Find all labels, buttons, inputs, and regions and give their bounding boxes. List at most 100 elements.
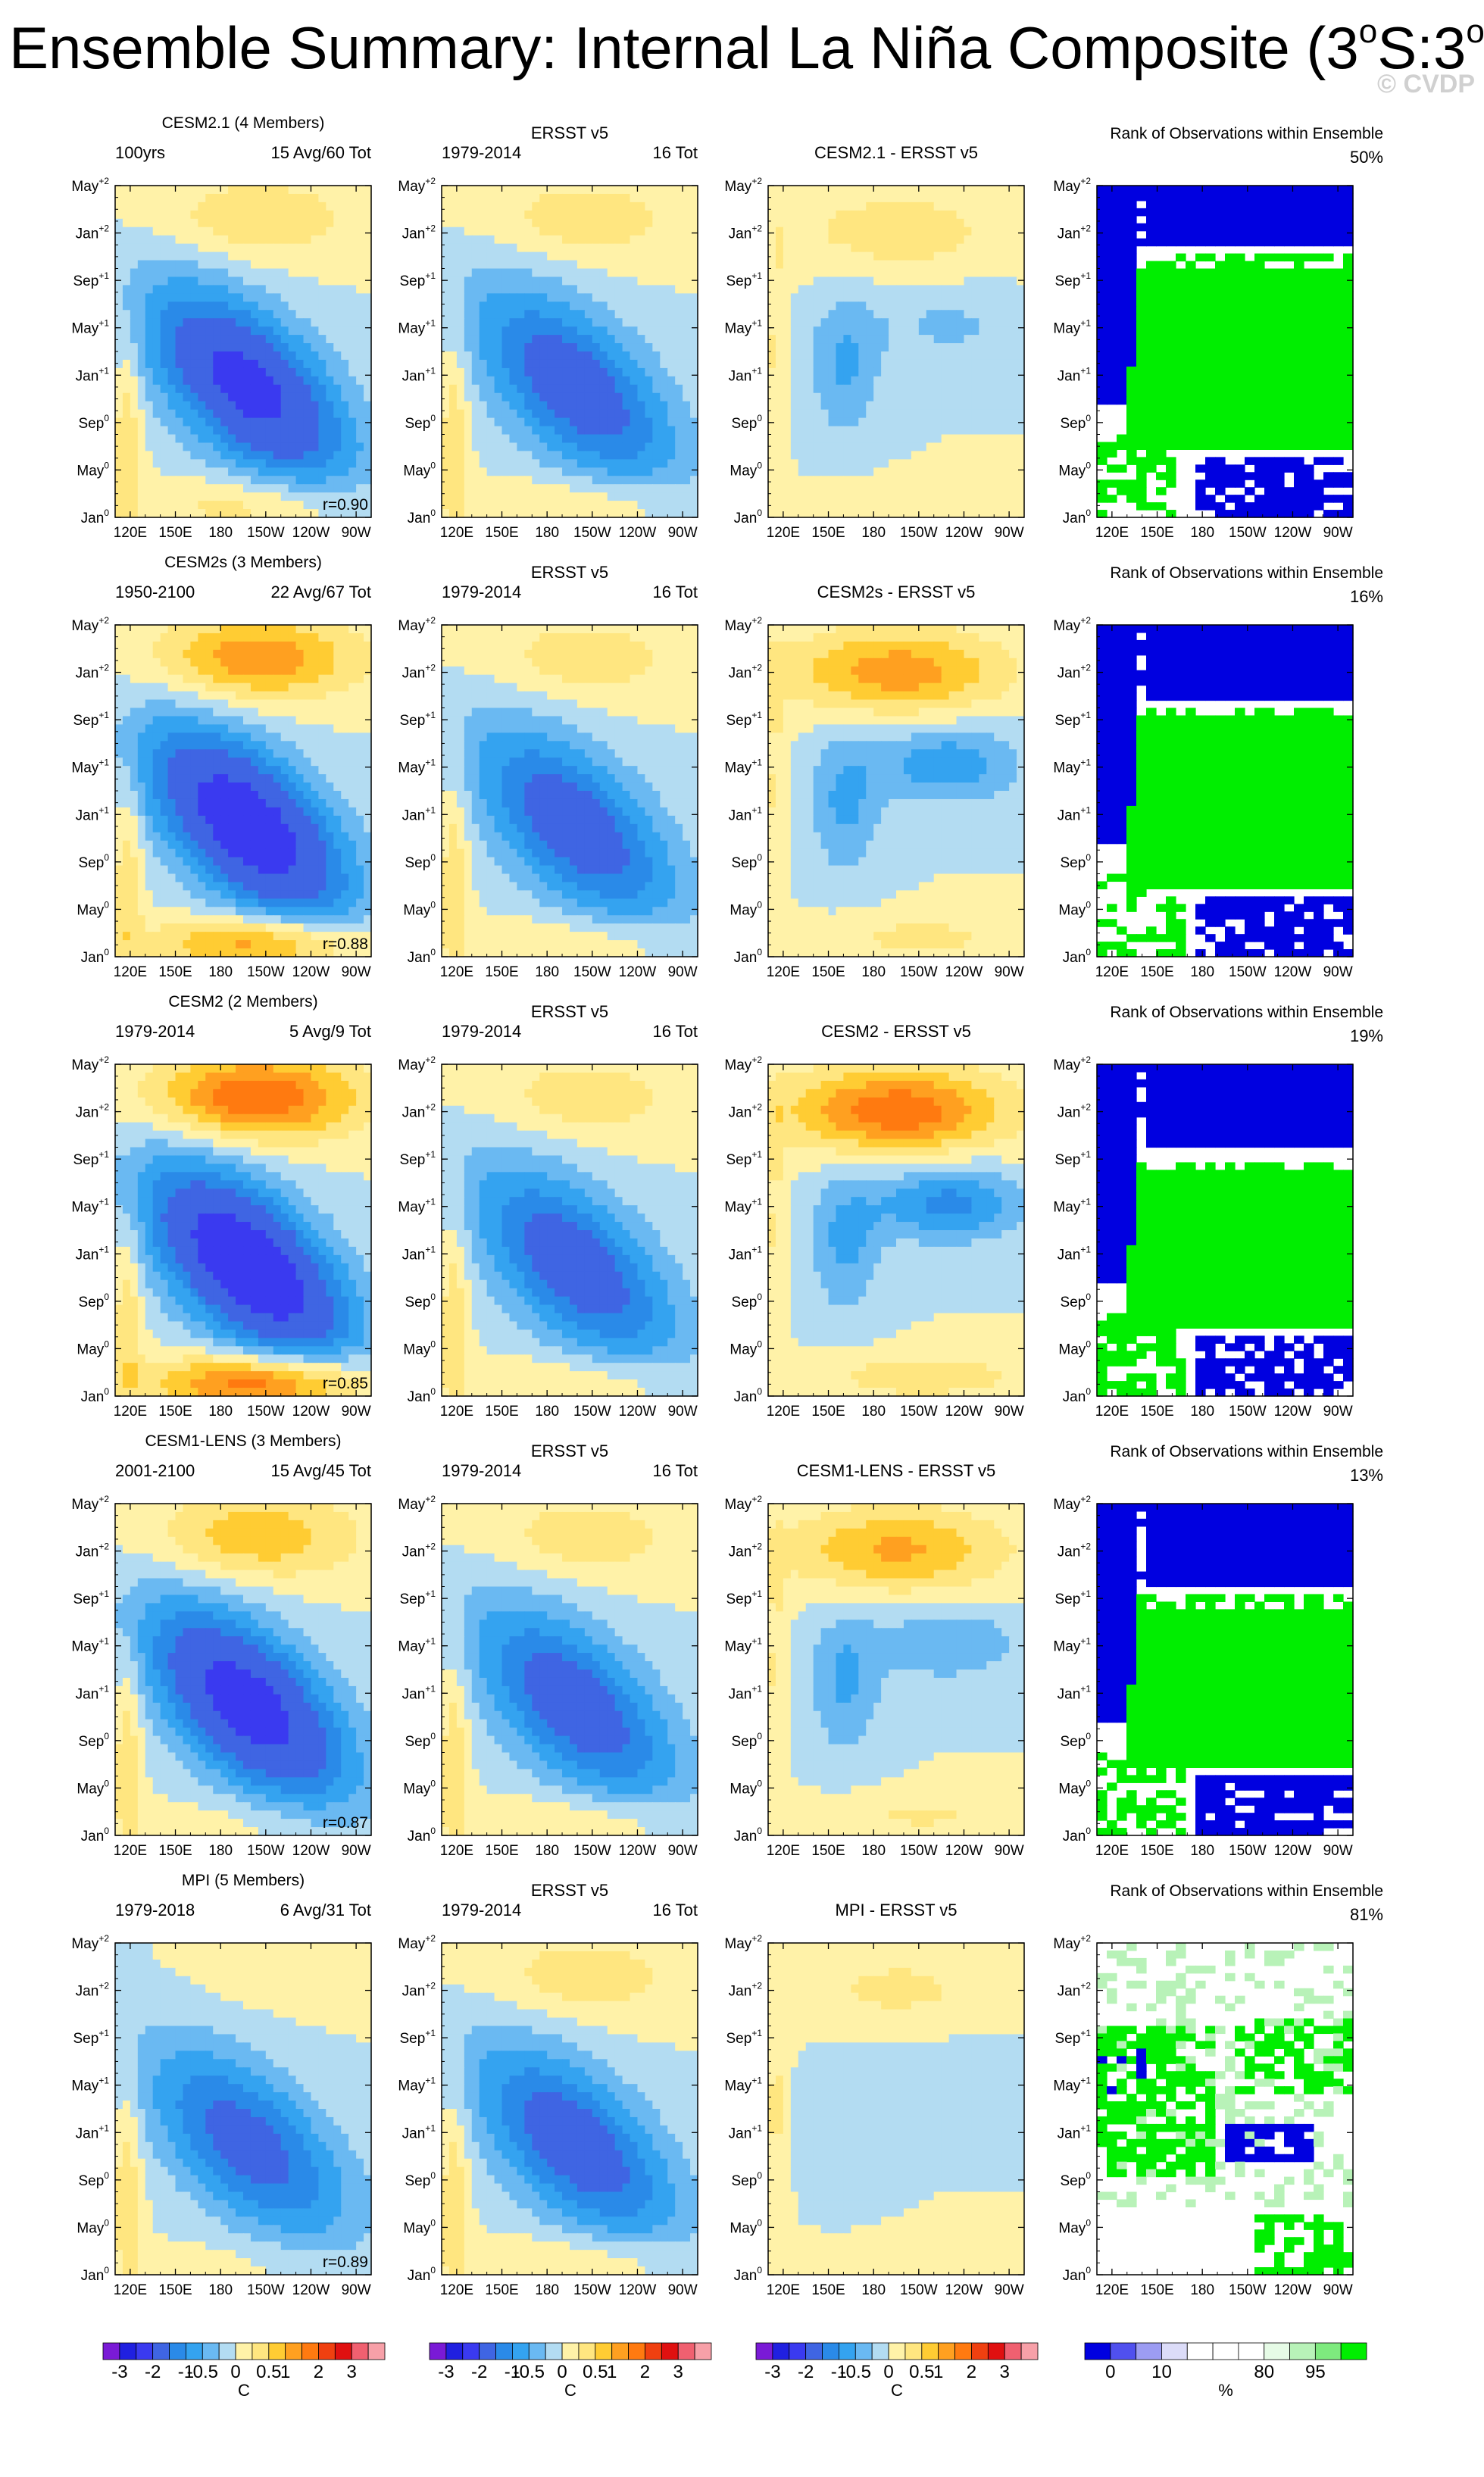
model-cell [281,451,289,460]
model-cell [296,301,305,311]
model-cell [251,211,259,220]
model-cell [220,467,229,476]
model-cell [296,318,305,327]
model-cell [205,401,214,411]
model-cell [333,236,342,245]
obs-cell [615,202,623,211]
model-cell [115,186,123,195]
model-cell [161,236,169,245]
model-cell [356,285,364,294]
model-cell [266,492,274,501]
model-cell [228,236,236,245]
model-cell [318,244,326,253]
model-cell [356,459,364,468]
model-cell [205,484,214,493]
model-cell [296,476,305,485]
model-cell [198,236,206,245]
model-cell [296,244,305,253]
model-cell [183,360,191,369]
model-cell [123,326,131,336]
model-cell [123,244,131,253]
model-cell [130,310,139,319]
model-cell [228,211,236,220]
model-cell [333,276,342,286]
model-cell [243,227,251,236]
model-cell [296,335,305,344]
model-cell [161,410,169,419]
model-cell [236,261,244,270]
model-cell [168,326,177,336]
model-cell [220,501,229,510]
model-cell [304,227,312,236]
model-cell [138,310,146,319]
obs-cell [449,194,458,203]
model-cell [304,451,312,460]
figure-title: Ensemble Summary: Internal La Niña Compo… [9,13,1484,81]
model-cell [130,261,139,270]
model-cell [281,476,289,485]
model-cell [304,276,312,286]
model-cell [326,227,334,236]
model-cell [190,492,198,501]
model-cell [123,467,131,476]
model-cell [213,335,221,344]
model-cell [176,360,184,369]
model-cell [296,376,305,386]
model-cell [289,252,297,261]
model-cell [304,467,312,476]
model-cell [130,343,139,352]
model-cell [311,368,319,377]
model-cell [213,318,221,327]
model-cell [304,335,312,344]
model-cell [205,261,214,270]
model-cell [311,244,319,253]
model-cell [318,326,326,336]
model-cell [318,276,326,286]
model-cell [348,360,357,369]
model-cell [228,252,236,261]
model-cell [213,476,221,485]
model-cell [190,252,198,261]
model-cell [183,276,191,286]
model-cell [364,194,372,203]
model-cell [356,484,364,493]
model-cell [341,261,349,270]
model-cell [130,426,139,436]
obs-cell [675,186,683,195]
model-cell [364,318,372,327]
model-cell [213,276,221,286]
model-cell [213,310,221,319]
obs-cell [592,202,601,211]
model-cell [213,360,221,369]
model-cell [220,326,229,336]
model-cell [296,492,305,501]
model-cell [213,261,221,270]
model-cell [176,509,184,518]
model-cell [258,476,267,485]
obs-cell [608,186,616,195]
model-cell [341,194,349,203]
model-cell [236,484,244,493]
model-cell [266,426,274,436]
model-count: 15 Avg/60 Tot [270,143,371,162]
model-cell [273,301,282,311]
model-cell [123,418,131,427]
model-cell [168,509,177,518]
model-cell [115,393,123,402]
model-cell [213,459,221,468]
model-cell [220,219,229,228]
model-cell [205,335,214,344]
model-cell [341,211,349,220]
obs-cell [524,219,533,228]
model-cell [213,211,221,220]
model-cell [145,501,154,510]
model-cell [273,410,282,419]
pattern-correlation: r=0.90 [323,496,368,514]
model-cell [145,236,154,245]
model-cell [289,484,297,493]
model-cell [296,393,305,402]
obs-cell [585,211,593,220]
model-cell [243,293,251,302]
obs-cell [623,211,631,220]
model-cell [153,401,161,411]
